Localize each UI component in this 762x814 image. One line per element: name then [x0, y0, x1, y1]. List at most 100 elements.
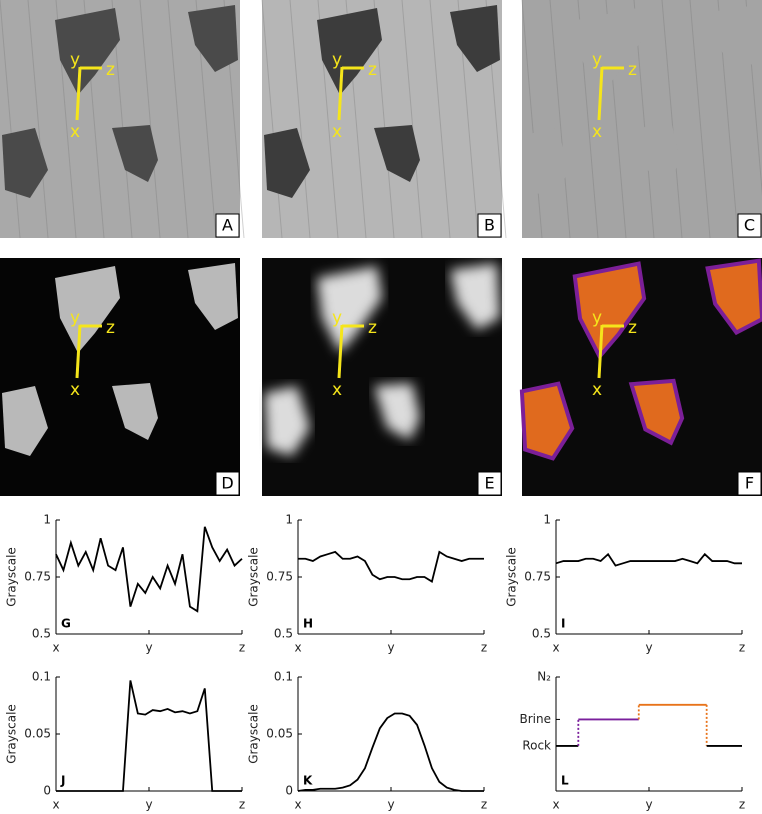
grain-boundary: [261, 0, 283, 239]
pore: [264, 386, 310, 456]
pore: [317, 266, 382, 353]
panel-label-box: [737, 213, 762, 238]
axis-overlay-label: y: [592, 50, 602, 70]
x-tick-label: y: [387, 798, 394, 812]
y-axis-label: Grayscale: [5, 547, 19, 607]
axis-overlay-label: x: [592, 122, 602, 142]
y-tick-label: 1: [43, 513, 51, 527]
pore: [577, 266, 642, 353]
panel-label-box: [737, 471, 762, 496]
image-panel: Ey z x: [262, 258, 502, 496]
grain-boundary: [139, 0, 161, 239]
y-tick-label: 0.75: [266, 570, 293, 584]
axis-overlay-label: x: [70, 380, 80, 400]
y-tick-label: 0: [285, 784, 293, 798]
x-tick-label: y: [387, 641, 394, 655]
y-tick-label: 0.5: [274, 627, 293, 641]
axis-overlay-label: y: [70, 308, 80, 328]
y-tick-label: 0.75: [524, 570, 551, 584]
axis-overlay-label: z: [106, 318, 115, 338]
x-tick-label: z: [239, 798, 245, 812]
chart-label: I: [561, 617, 565, 631]
y-tick-label: 0.5: [532, 627, 551, 641]
pore: [524, 386, 570, 456]
chart-label: K: [303, 774, 313, 788]
y-tick-label: 0.1: [274, 670, 293, 684]
pore: [634, 383, 680, 440]
pore: [2, 128, 48, 198]
image-panel: Dy z x: [0, 258, 240, 496]
pore: [710, 263, 760, 330]
grain-boundary: [549, 0, 571, 239]
line: [55, 526, 243, 613]
image-panel: Ay z x: [0, 0, 245, 239]
y-tick-label: N₂: [537, 670, 551, 684]
axis-overlay: [337, 66, 344, 121]
chart-label: H: [303, 617, 313, 631]
grain-boundary: [661, 0, 683, 239]
axis-overlay-label: z: [106, 60, 115, 80]
pore: [524, 128, 570, 198]
pore: [2, 386, 48, 456]
pore: [188, 5, 238, 72]
pore: [450, 263, 500, 330]
grain-boundary: [401, 0, 423, 239]
axis-overlay-label: y: [592, 308, 602, 328]
x-tick-label: y: [645, 641, 652, 655]
y-tick-label: 0.5: [32, 627, 51, 641]
axis-overlay-label: z: [628, 60, 637, 80]
x-tick-label: z: [481, 798, 487, 812]
x-tick-label: x: [52, 798, 59, 812]
y-tick-label: 0: [43, 784, 51, 798]
y-axis-label: Grayscale: [247, 704, 261, 764]
x-tick-label: z: [239, 641, 245, 655]
pore: [112, 383, 158, 440]
panel-label-box: [215, 213, 240, 238]
y-tick-label: Rock: [522, 738, 551, 752]
panel-label-box: [477, 471, 502, 496]
y-tick-label: 0.05: [266, 727, 293, 741]
y-axis-label: Grayscale: [5, 704, 19, 764]
x-tick-label: z: [481, 641, 487, 655]
pore: [374, 383, 420, 440]
line: [297, 712, 484, 792]
y-tick-label: 1: [543, 513, 551, 527]
axis-overlay: [75, 66, 82, 121]
panel-label-box: [215, 471, 240, 496]
grain-boundary: [689, 0, 711, 239]
y-axis-label: Grayscale: [505, 547, 519, 607]
line: [56, 680, 242, 792]
grain-boundary: [429, 0, 451, 239]
axis-overlay-label: y: [332, 308, 342, 328]
chart-label: G: [61, 617, 71, 631]
grain-boundary: [27, 0, 49, 239]
axis-overlay-label: z: [368, 318, 377, 338]
grain-boundary: [167, 0, 189, 239]
x-tick-label: x: [552, 641, 559, 655]
pore: [634, 125, 680, 182]
axis-overlay-label: z: [628, 318, 637, 338]
grain-boundary: [0, 0, 21, 239]
x-tick-label: y: [145, 641, 152, 655]
axis-overlay-label: x: [592, 380, 602, 400]
pore: [55, 8, 120, 95]
chart-label: L: [561, 774, 569, 788]
x-tick-label: y: [645, 798, 652, 812]
grain-boundary: [521, 0, 543, 239]
axis-overlay-label: z: [368, 60, 377, 80]
pore: [55, 266, 120, 353]
pore: [577, 8, 642, 95]
pore: [317, 8, 382, 95]
axis-overlay-label: y: [332, 50, 342, 70]
image-panel: By z x: [261, 0, 507, 239]
y-tick-label: 0.75: [24, 570, 51, 584]
axis-overlay: [75, 324, 82, 379]
grain-boundary: [289, 0, 311, 239]
axis-overlay: [597, 324, 604, 379]
axis-overlay-label: x: [332, 380, 342, 400]
x-tick-label: z: [739, 641, 745, 655]
y-tick-label: 0.1: [32, 670, 51, 684]
y-axis-label: Grayscale: [247, 547, 261, 607]
image-panel: Cy z x: [521, 0, 762, 239]
pore: [264, 128, 310, 198]
